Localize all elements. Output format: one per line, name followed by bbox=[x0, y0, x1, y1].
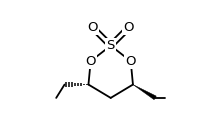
Text: O: O bbox=[86, 55, 96, 68]
Text: O: O bbox=[123, 21, 134, 34]
Polygon shape bbox=[133, 84, 156, 100]
Text: O: O bbox=[125, 55, 136, 68]
Text: S: S bbox=[106, 39, 115, 52]
Text: O: O bbox=[88, 21, 98, 34]
